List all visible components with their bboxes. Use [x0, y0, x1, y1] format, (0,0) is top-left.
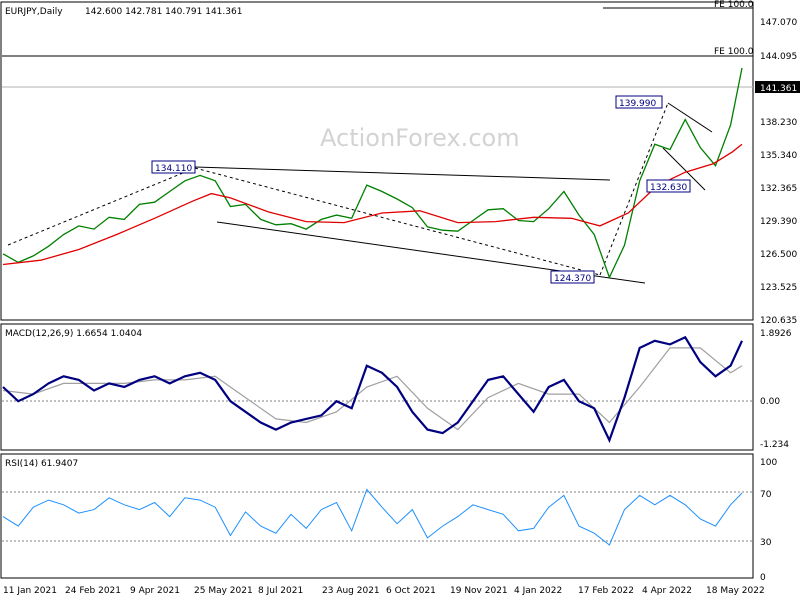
price-series: [2, 67, 743, 280]
y-tick-label: 129.390: [760, 217, 797, 227]
uptrend-dashed-line: [7, 167, 196, 246]
current-price-box: [755, 81, 800, 93]
ohlc-readout: 142.600 142.781 140.791 141.361: [85, 7, 242, 17]
annotation-box: [550, 270, 595, 284]
x-tick-label: 18 May 2022: [706, 586, 765, 596]
x-tick-label: 25 May 2021: [194, 586, 253, 596]
flag-lower-line: [662, 147, 706, 191]
y-tick-label: 135.340: [760, 151, 797, 161]
x-tick-label: 6 Oct 2021: [386, 586, 436, 596]
annotation-box: [646, 179, 691, 193]
macd-series: [2, 335, 744, 444]
rsi-y-tick-label: 100: [760, 458, 777, 468]
y-tick-label: 144.095: [760, 52, 797, 62]
y-tick-label: 123.525: [760, 283, 797, 293]
annotation-label: 132.630: [650, 183, 687, 193]
x-tick-label: 19 Nov 2021: [450, 586, 508, 596]
annotation-box: [615, 95, 663, 109]
macd-y-tick-label: 0.00: [760, 397, 780, 407]
x-tick-label: 4 Jan 2022: [514, 586, 562, 596]
upper-channel-line: [194, 166, 611, 181]
annotation-label: 134.110: [155, 164, 192, 174]
macd-title: MACD(12,26,9) 1.6654 1.0404: [5, 329, 142, 339]
y-tick-label: 132.365: [760, 184, 797, 194]
current-price-label: 141.361: [760, 84, 797, 94]
x-tick-label: 23 Aug 2021: [322, 586, 380, 596]
x-tick-label: 24 Feb 2021: [65, 586, 121, 596]
x-tick-label: 8 Jul 2021: [258, 586, 303, 596]
rsi-series: [2, 488, 743, 546]
rally-dashed-line: [599, 102, 669, 276]
x-tick-label: 17 Feb 2022: [578, 586, 634, 596]
y-tick-label: 120.635: [760, 316, 797, 326]
annotation-box: [151, 160, 196, 174]
rsi-panel: [0, 453, 754, 579]
rsi-y-tick-label: 30: [760, 538, 772, 548]
y-tick-label: 138.230: [760, 118, 797, 128]
fe-level-label-upper: FE 100.0: [714, 0, 754, 10]
rsi-title: RSI(14) 61.9407: [5, 459, 78, 469]
fe-level-label: FE 100.0: [714, 47, 754, 57]
price-panel: [0, 1, 754, 321]
swing-dashed-line: [194, 167, 601, 276]
macd-signal-series: [2, 347, 743, 431]
annotation-label: 124.370: [554, 274, 591, 284]
watermark: ActionForex.com: [320, 124, 520, 152]
symbol-label: EURJPY,Daily: [5, 7, 63, 17]
x-tick-label: 11 Jan 2021: [3, 586, 57, 596]
y-tick-label: 126.500: [760, 250, 797, 260]
flag-upper-line: [667, 102, 713, 133]
x-tick-label: 4 Apr 2022: [642, 586, 692, 596]
macd-y-tick-label: 1.8926: [760, 329, 792, 339]
rsi-y-tick-label: 70: [760, 490, 772, 500]
x-tick-label: 9 Apr 2021: [130, 586, 180, 596]
annotation-label: 139.990: [619, 99, 656, 109]
rsi-y-tick-label: 0: [760, 573, 766, 583]
macd-y-tick-label: -1.234: [760, 440, 789, 450]
y-tick-label: 147.070: [760, 18, 797, 28]
